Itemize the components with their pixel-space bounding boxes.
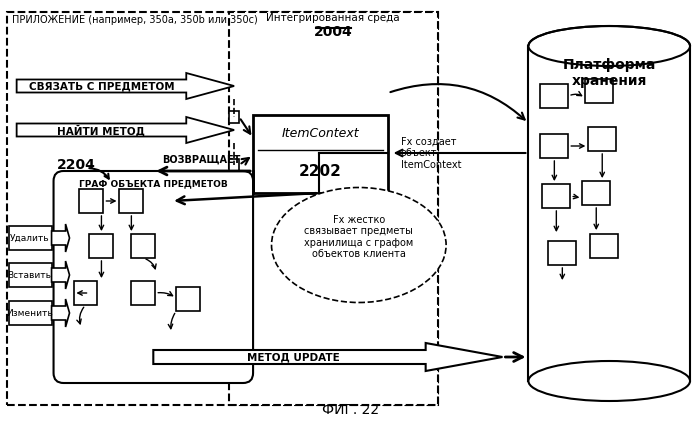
Text: 2004: 2004 (314, 25, 352, 39)
Polygon shape (153, 343, 503, 371)
Text: СВЯЗАТЬ С ПРЕДМЕТОМ: СВЯЗАТЬ С ПРЕДМЕТОМ (29, 81, 174, 91)
Bar (585, 79, 613, 103)
Text: НАЙТИ МЕТОД: НАЙТИ МЕТОД (57, 124, 145, 136)
Text: ItemContext: ItemContext (282, 127, 359, 140)
Text: Изменить: Изменить (6, 308, 53, 318)
Text: Платформа
хранения: Платформа хранения (563, 58, 656, 88)
Bar (253, 115, 388, 193)
Polygon shape (17, 117, 234, 143)
Text: Fx жестко
связывает предметы
хранилища с графом
объектов клиента: Fx жестко связывает предметы хранилища с… (304, 214, 413, 259)
Bar (80, 189, 103, 213)
Text: 2202: 2202 (299, 164, 342, 179)
Text: Fx создает
объект
ItemContext: Fx создает объект ItemContext (401, 136, 461, 170)
Bar (7, 12, 438, 405)
Text: ПРИЛОЖЕНИЕ (например, 350a, 350b или 350c): ПРИЛОЖЕНИЕ (например, 350a, 350b или 350… (12, 15, 257, 25)
Bar (590, 234, 618, 258)
Polygon shape (17, 73, 234, 99)
Bar (73, 281, 97, 305)
Bar (582, 181, 610, 205)
Polygon shape (52, 224, 69, 252)
Polygon shape (52, 261, 69, 289)
Text: ВОЗВРАЩАЕТ: ВОЗВРАЩАЕТ (162, 155, 240, 165)
Text: Удалить: Удалить (10, 233, 50, 242)
Bar (229, 12, 438, 405)
Bar (528, 46, 690, 381)
Ellipse shape (528, 26, 690, 66)
Bar (8, 226, 52, 250)
Bar (8, 263, 52, 287)
Bar (229, 159, 239, 171)
Text: ФИГ. 22: ФИГ. 22 (322, 403, 380, 417)
Bar (542, 184, 570, 208)
Ellipse shape (271, 187, 446, 302)
Text: Интегрированная среда: Интегрированная среда (266, 13, 400, 23)
Bar (131, 234, 155, 258)
Ellipse shape (528, 361, 690, 401)
Polygon shape (52, 299, 69, 327)
Bar (229, 111, 239, 123)
Bar (548, 241, 576, 265)
Bar (120, 189, 143, 213)
Text: МЕТОД UPDATE: МЕТОД UPDATE (247, 352, 339, 362)
FancyBboxPatch shape (54, 171, 253, 383)
Bar (540, 134, 568, 158)
Bar (8, 301, 52, 325)
Bar (540, 84, 568, 108)
Bar (89, 234, 113, 258)
Bar (176, 287, 200, 311)
Bar (589, 127, 617, 151)
Text: 2204: 2204 (57, 158, 96, 172)
Bar (131, 281, 155, 305)
Text: ГРАФ ОБЪЕКТА ПРЕДМЕТОВ: ГРАФ ОБЪЕКТА ПРЕДМЕТОВ (79, 179, 228, 188)
Text: Вставить: Вставить (8, 270, 52, 280)
